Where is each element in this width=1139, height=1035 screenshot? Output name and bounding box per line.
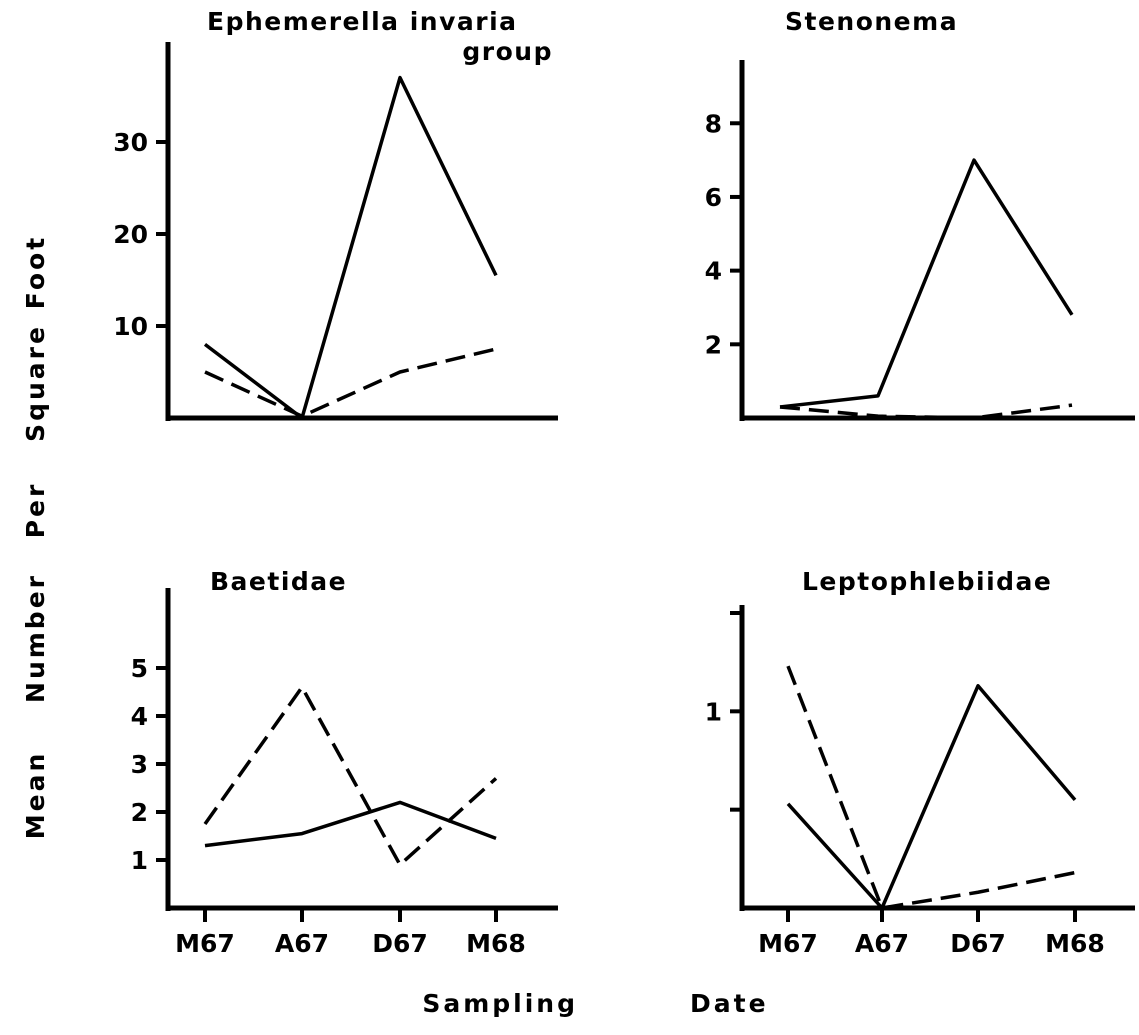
y-tick-label: 30 xyxy=(113,128,148,157)
y-axis-title-word: Foot xyxy=(21,235,50,309)
x-tick-label: D67 xyxy=(950,929,1006,958)
panel-title: Leptophlebiidae xyxy=(802,567,1052,596)
x-tick-label: D67 xyxy=(372,929,428,958)
x-axis-title-word: Date xyxy=(690,989,769,1018)
series-line-solid xyxy=(203,75,498,420)
series-line-solid xyxy=(204,800,497,848)
x-tick-label: A67 xyxy=(855,929,909,958)
series-line-solid xyxy=(786,684,1077,910)
panel-2: Stenonema 2 4 6 8 xyxy=(705,7,1135,421)
panel-title: Ephemerella invaria xyxy=(207,7,518,36)
panel-title: Baetidae xyxy=(210,567,347,596)
series-line-dashed xyxy=(204,347,497,418)
y-tick-label: 20 xyxy=(113,220,148,249)
series-line-dashed xyxy=(779,403,1073,420)
y-tick-label: 6 xyxy=(705,183,722,212)
y-tick-label: 1 xyxy=(131,846,148,875)
y-tick-label: 8 xyxy=(705,109,722,138)
series-line-solid xyxy=(779,158,1074,409)
y-tick-label: 10 xyxy=(113,312,148,341)
x-tick-label: M67 xyxy=(175,929,235,958)
x-tick-label: M67 xyxy=(758,929,818,958)
y-tick-label: 4 xyxy=(705,257,722,286)
y-axis-title-word: Square xyxy=(21,324,50,442)
x-tick-label: A67 xyxy=(275,929,329,958)
y-tick-label: 1 xyxy=(705,697,722,726)
y-tick-label: 5 xyxy=(131,654,148,683)
y-axis-title-word: Number xyxy=(21,573,50,703)
y-tick-label: 2 xyxy=(131,798,148,827)
y-axis-title-word: Per xyxy=(21,482,50,539)
x-tick-label: M68 xyxy=(1045,929,1105,958)
panel-title: Stenonema xyxy=(785,7,958,36)
y-tick-label: 4 xyxy=(131,702,148,731)
y-tick-label: 2 xyxy=(705,330,722,359)
y-axis-title-word: Mean xyxy=(21,751,50,840)
panel-title: group xyxy=(462,37,553,66)
x-tick-label: M68 xyxy=(466,929,526,958)
series-line-dashed xyxy=(203,685,498,867)
series-line-dashed xyxy=(786,665,1076,910)
panel-3: Baetidae 1 2 3 4 5 M67 A67 D67 M68 xyxy=(131,567,558,958)
panel-4: Leptophlebiidae 1 M67 A67 D67 M68 xyxy=(705,567,1135,958)
x-axis-title-word: Sampling xyxy=(422,989,578,1018)
y-tick-label: 3 xyxy=(131,750,148,779)
